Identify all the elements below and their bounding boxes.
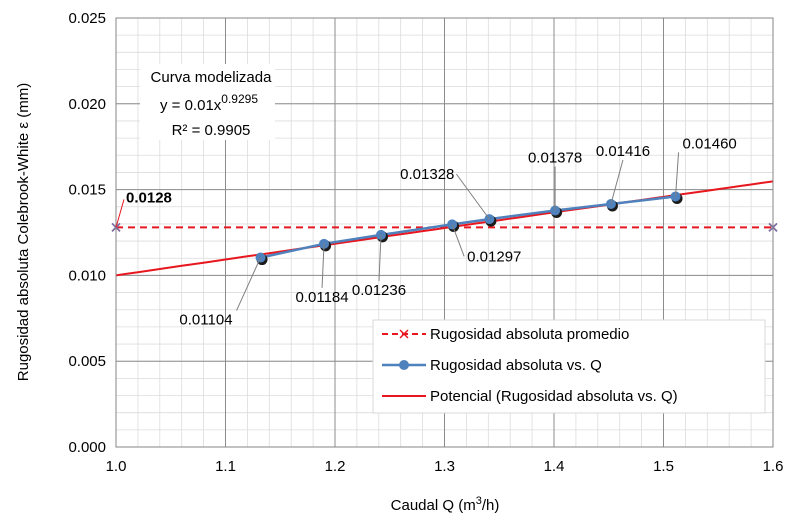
- y-axis-ticks: 0.000 0.005 0.010 0.015 0.020 0.025: [68, 10, 106, 456]
- y-tick-label: 0.010: [68, 267, 106, 284]
- annotation-line-2: y = 0.01x0.9295: [160, 92, 258, 114]
- x-tick-label: 1.4: [544, 458, 565, 475]
- data-label-leader: [610, 159, 624, 205]
- x-axis-title: Caudal Q (m3/h): [391, 495, 500, 514]
- legend-label-roughness: Rugosidad absoluta vs. Q: [430, 357, 602, 374]
- legend-label-average: Rugosidad absoluta promedio: [430, 326, 629, 343]
- legend-label-trend: Potencial (Rugosidad absoluta vs. Q): [430, 388, 678, 405]
- data-label-leader: [675, 152, 680, 197]
- data-labels: 0.01104 0.01184 0.01236 0.01297 0.01328 0.013…: [115, 135, 737, 329]
- y-tick-label: 0.015: [68, 182, 106, 199]
- data-label-leader: [236, 257, 261, 311]
- legend-item-average: Rugosidad absoluta promedio: [382, 326, 629, 343]
- average-label-leader: [115, 199, 125, 228]
- y-tick-label: 0.000: [68, 439, 106, 456]
- data-label-leader: [451, 224, 465, 257]
- data-label: 0.01460: [683, 135, 737, 152]
- annotation-background: [140, 64, 275, 140]
- x-tick-label: 1.3: [434, 458, 455, 475]
- data-label: 0.01236: [352, 282, 406, 299]
- plot-frame: [115, 17, 774, 448]
- data-label: 0.01328: [400, 166, 454, 183]
- data-label: 0.01297: [467, 248, 521, 265]
- data-label: 0.01184: [295, 289, 348, 306]
- average-label: 0.0128: [126, 189, 172, 206]
- x-tick-label: 1.6: [763, 458, 784, 475]
- x-tick-label: 1.5: [653, 458, 674, 475]
- data-label-leader: [378, 234, 382, 281]
- data-label: 0.01104: [179, 312, 232, 329]
- x-axis-title-main: Caudal Q (m: [391, 497, 476, 514]
- x-axis-title-end: /h): [482, 497, 500, 514]
- legend-item-roughness: Rugosidad absoluta vs. Q: [382, 357, 602, 374]
- legend-marker-circle-icon: [399, 360, 409, 370]
- data-label: 0.01378: [528, 150, 582, 167]
- roughness-line: [260, 195, 676, 259]
- data-label-leader: [455, 173, 490, 220]
- legend: Rugosidad absoluta promedio Rugosidad ab…: [372, 319, 766, 414]
- annotation-line-3: R² = 0.9905: [172, 122, 251, 139]
- legend-marker-x-icon: [399, 329, 409, 339]
- annotation-exponent: 0.9295: [221, 92, 258, 106]
- annotation-equation: y = 0.01x: [160, 97, 222, 114]
- x-tick-label: 1.2: [325, 458, 346, 475]
- y-axis-title: Rugosidad absoluta Colebrook-White ε (mm…: [15, 83, 32, 381]
- x-axis-ticks: 1.0 1.1 1.2 1.3 1.4 1.5 1.6: [106, 458, 784, 475]
- data-label: 0.01416: [596, 143, 650, 160]
- x-tick-label: 1.0: [106, 458, 127, 475]
- annotation-line-1: Curva modelizada: [151, 69, 273, 86]
- y-tick-label: 0.005: [68, 353, 106, 370]
- y-tick-label: 0.025: [68, 10, 106, 27]
- equation-annotation: Curva modelizada y = 0.01x0.9295 R² = 0.…: [140, 64, 275, 140]
- data-label-leader: [321, 243, 325, 288]
- x-axis-title-superscript: 3: [476, 495, 482, 507]
- x-tick-label: 1.1: [215, 458, 236, 475]
- y-tick-label: 0.020: [68, 96, 106, 113]
- legend-item-trend: Potencial (Rugosidad absoluta vs. Q): [382, 388, 678, 405]
- legend-box: [372, 319, 766, 414]
